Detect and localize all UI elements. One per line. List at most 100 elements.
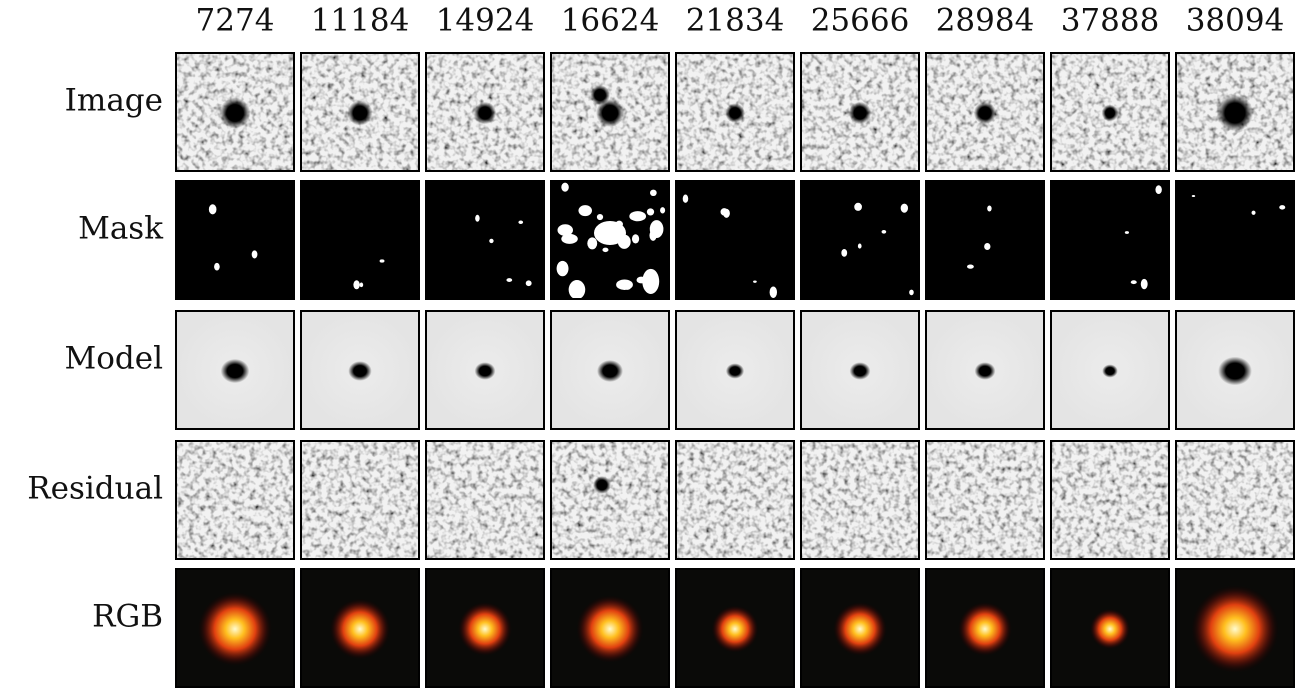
noise-image bbox=[676, 441, 794, 559]
mask-speck bbox=[647, 208, 654, 215]
mask-speck bbox=[506, 278, 512, 282]
model-blob bbox=[850, 362, 871, 380]
mask-speck bbox=[901, 204, 908, 213]
cell bbox=[926, 569, 1044, 687]
cell bbox=[676, 53, 794, 171]
mask-speck bbox=[841, 249, 847, 257]
mask-speck bbox=[770, 286, 777, 298]
mask-speck bbox=[1279, 205, 1285, 209]
mask-speck bbox=[987, 206, 991, 212]
cell bbox=[926, 53, 1044, 171]
source-blob bbox=[590, 85, 610, 105]
column-label: 16624 bbox=[561, 3, 660, 39]
noise-image bbox=[1176, 441, 1294, 559]
noise-image bbox=[176, 441, 294, 559]
cell bbox=[1051, 311, 1169, 429]
cell bbox=[801, 569, 919, 687]
mask-image bbox=[1051, 181, 1169, 299]
column-label: 38094 bbox=[1186, 3, 1285, 39]
cell bbox=[676, 441, 794, 559]
rgb-glow bbox=[833, 602, 887, 656]
column-label: 14924 bbox=[436, 3, 535, 39]
rgb-glow bbox=[576, 595, 644, 663]
figure: 7274 11184 14924 16624 21834 25666 28984 37888 3… bbox=[0, 0, 1304, 692]
mask-speck bbox=[561, 183, 568, 192]
mask-speck bbox=[642, 269, 659, 294]
cell bbox=[551, 181, 669, 299]
mask-speck bbox=[489, 239, 493, 243]
cell bbox=[551, 311, 669, 429]
source-blob bbox=[1217, 95, 1253, 131]
model-blob bbox=[1218, 357, 1252, 386]
source-blob bbox=[474, 102, 496, 124]
residual-blob bbox=[593, 476, 611, 494]
cell bbox=[426, 441, 544, 559]
column-label: 7274 bbox=[196, 3, 275, 39]
mask-speck bbox=[360, 283, 364, 288]
mask-speck bbox=[252, 250, 258, 258]
mask-speck bbox=[578, 205, 592, 216]
row-label: Image bbox=[65, 83, 163, 119]
source-blob bbox=[974, 102, 996, 124]
noise-image bbox=[926, 441, 1044, 559]
model-blob bbox=[597, 360, 623, 382]
mask-speck bbox=[984, 243, 990, 250]
model-blob bbox=[1102, 364, 1118, 377]
model-blob bbox=[975, 362, 996, 380]
mask-speck bbox=[683, 195, 688, 203]
row-label: RGB bbox=[92, 599, 163, 635]
cell bbox=[426, 311, 544, 429]
cell bbox=[301, 441, 419, 559]
column-label: 21834 bbox=[686, 3, 785, 39]
cell bbox=[301, 53, 419, 171]
column-label: 11184 bbox=[311, 3, 410, 39]
noise-image bbox=[301, 441, 419, 559]
mask-speck bbox=[597, 214, 603, 220]
model-blob bbox=[726, 363, 744, 378]
noise-image bbox=[426, 441, 544, 559]
noise-image bbox=[1051, 441, 1169, 559]
cell bbox=[551, 569, 669, 687]
mask-speck bbox=[721, 208, 728, 215]
mask-speck bbox=[858, 244, 862, 249]
cell bbox=[926, 181, 1044, 299]
mask-speck bbox=[882, 230, 887, 234]
rgb-glow bbox=[1090, 609, 1131, 650]
cell bbox=[926, 441, 1044, 559]
mask-speck bbox=[602, 248, 608, 252]
model-blob bbox=[348, 361, 371, 381]
mask-speck bbox=[569, 280, 586, 299]
mask-image bbox=[426, 181, 544, 299]
cell bbox=[1176, 181, 1294, 299]
rgb-glow bbox=[198, 592, 273, 667]
cell bbox=[801, 181, 919, 299]
mask-speck bbox=[967, 264, 974, 268]
column-label: 37888 bbox=[1061, 3, 1160, 39]
mask-speck bbox=[854, 203, 862, 211]
column-label: 25666 bbox=[811, 3, 910, 39]
cell bbox=[1051, 53, 1169, 171]
mask-speck bbox=[214, 263, 220, 271]
cell bbox=[676, 569, 794, 687]
cell bbox=[676, 181, 794, 299]
cell bbox=[176, 181, 294, 299]
mask-speck bbox=[1141, 279, 1148, 289]
mask-speck bbox=[557, 261, 569, 276]
mask-speck bbox=[1252, 211, 1256, 215]
column-label: 28984 bbox=[936, 3, 1035, 39]
cell bbox=[551, 441, 669, 559]
model-blob bbox=[475, 362, 496, 380]
mask-image bbox=[1176, 181, 1294, 299]
source-blob bbox=[725, 103, 745, 123]
source-blob bbox=[347, 100, 372, 125]
cell bbox=[1176, 311, 1294, 429]
mask-speck bbox=[594, 221, 626, 245]
cell bbox=[926, 311, 1044, 429]
mask-speck bbox=[526, 280, 532, 286]
cell bbox=[301, 569, 419, 687]
mask-speck bbox=[353, 280, 359, 289]
cell bbox=[176, 311, 294, 429]
cell bbox=[801, 53, 919, 171]
noise-image bbox=[801, 441, 919, 559]
cell bbox=[426, 181, 544, 299]
